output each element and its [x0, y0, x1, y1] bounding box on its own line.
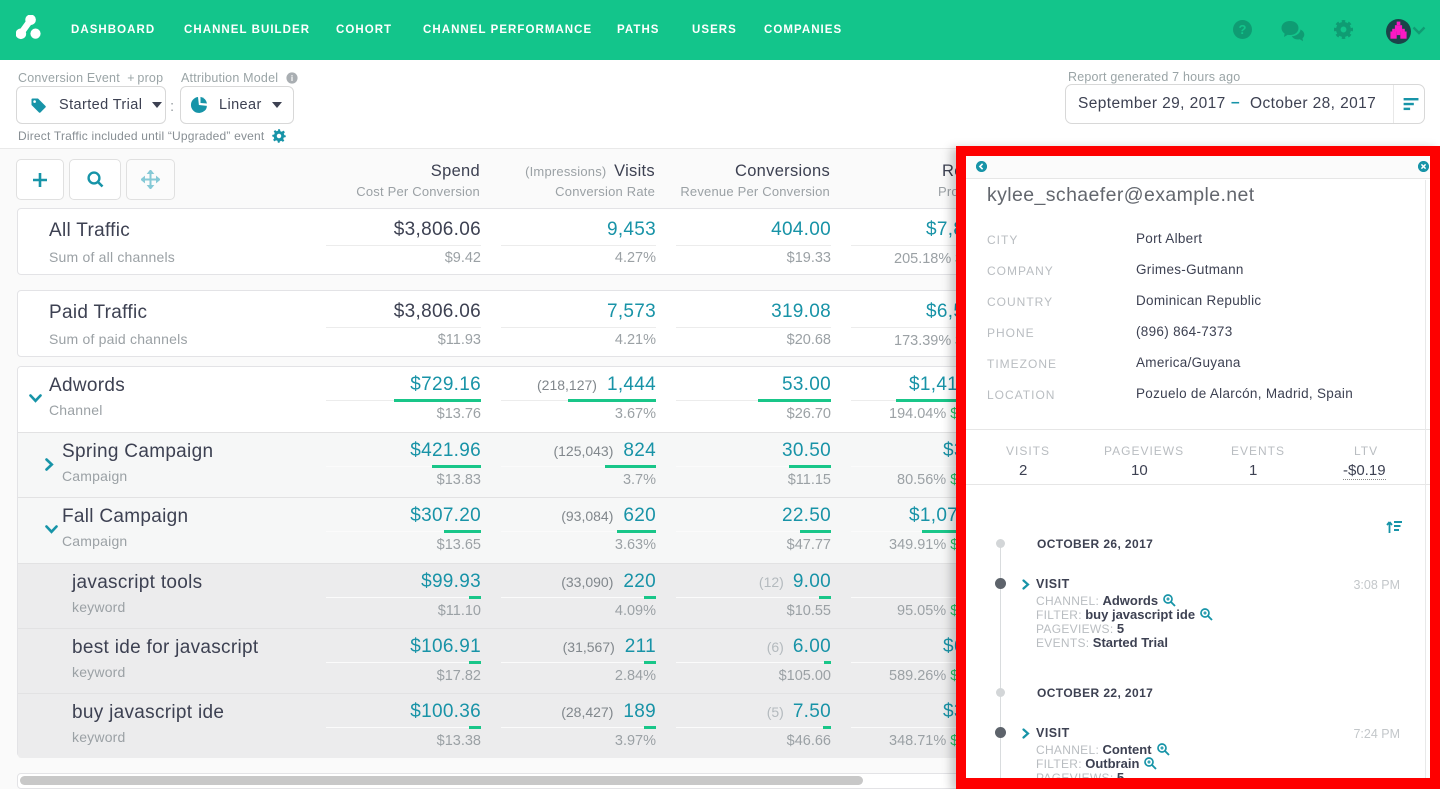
svg-text:?: ? — [1239, 22, 1247, 37]
svg-text:i: i — [291, 74, 293, 83]
